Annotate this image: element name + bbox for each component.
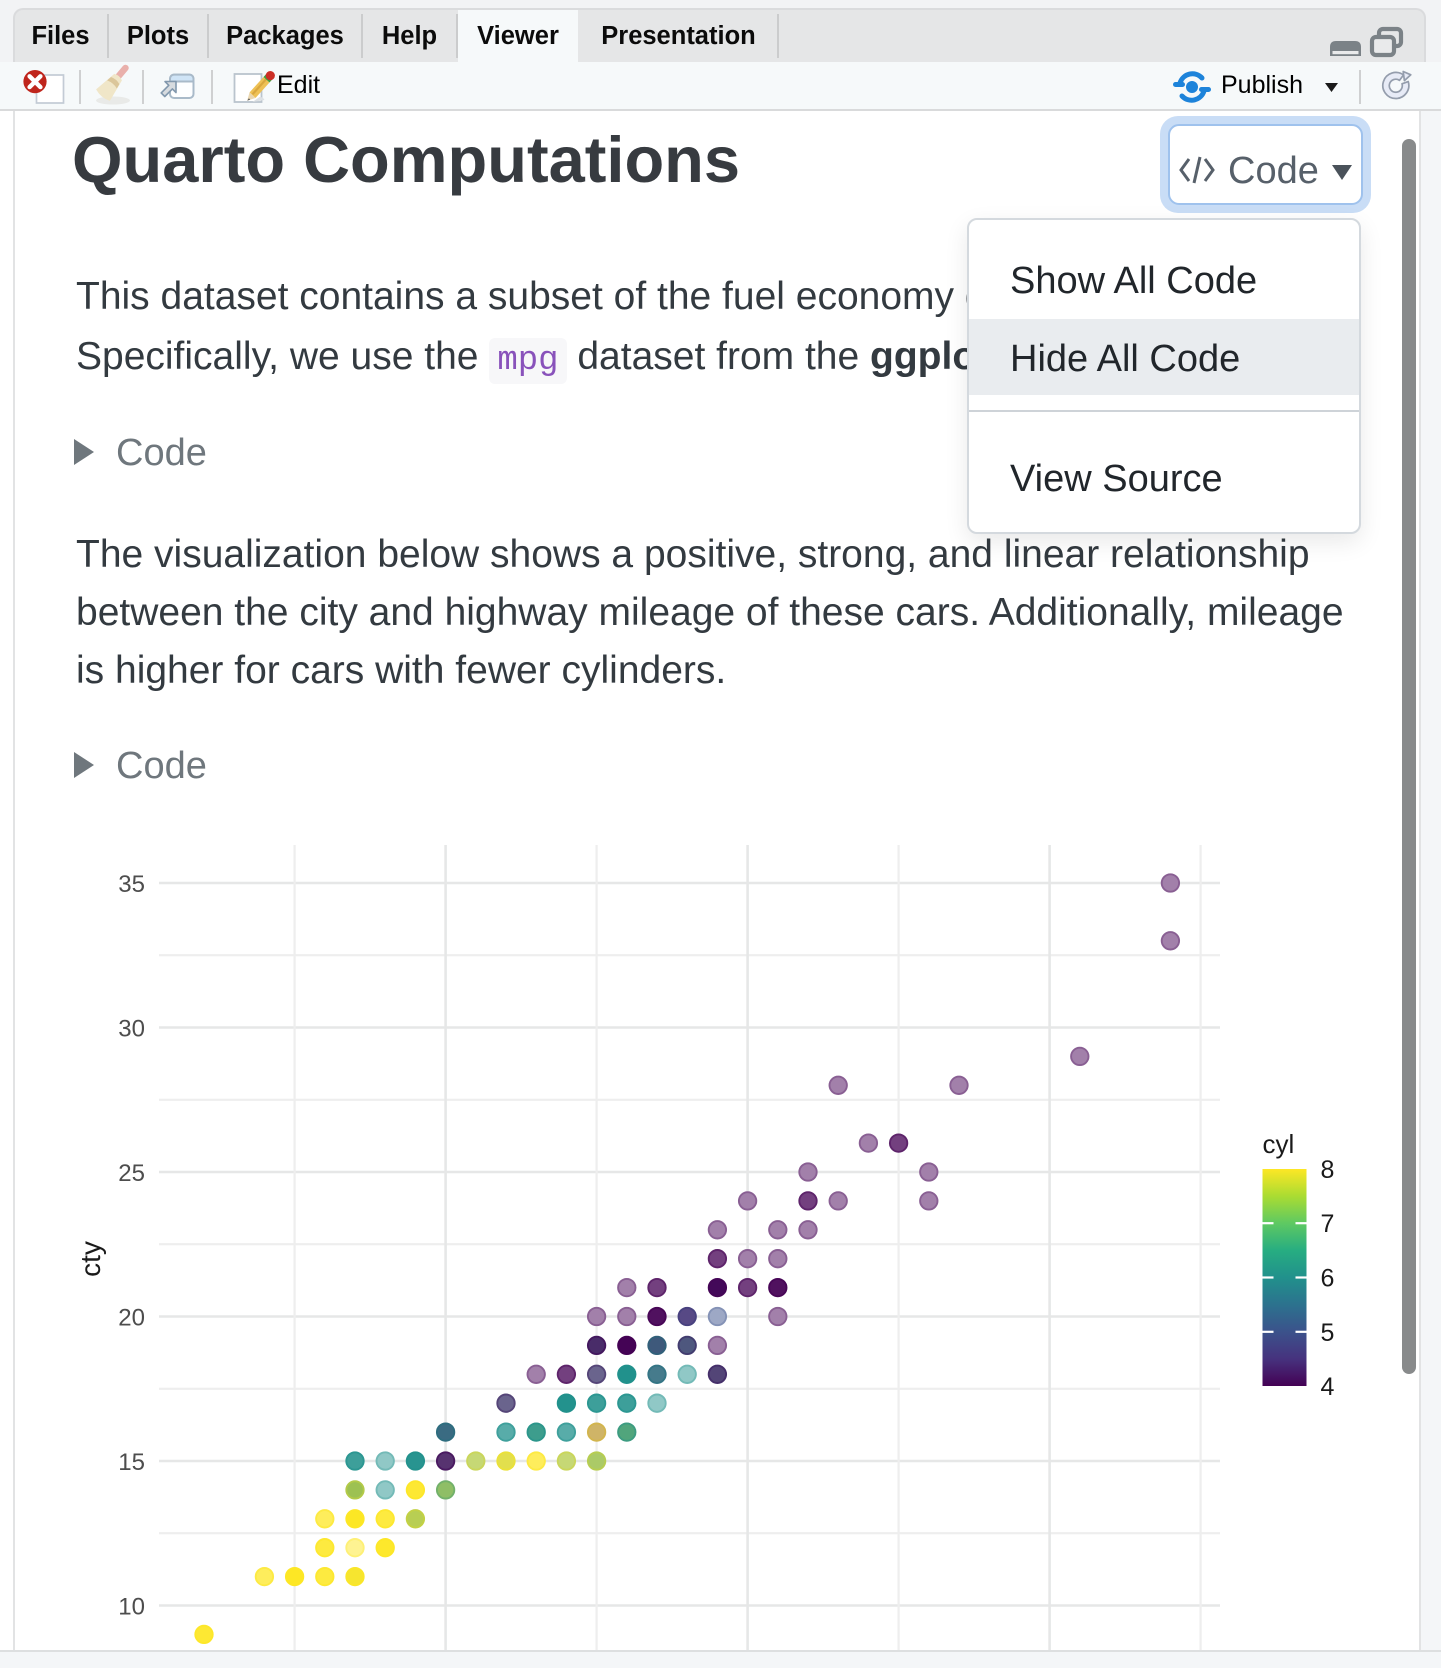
svg-text:6: 6 (1321, 1265, 1335, 1293)
svg-text:20: 20 (118, 1305, 145, 1332)
svg-text:cty: cty (75, 1241, 106, 1277)
svg-text:10: 10 (118, 1594, 145, 1621)
svg-text:5: 5 (1321, 1319, 1335, 1347)
svg-text:8: 8 (1321, 1156, 1335, 1184)
svg-text:30: 30 (118, 1016, 145, 1043)
svg-text:cyl: cyl (1263, 1129, 1295, 1159)
svg-text:35: 35 (118, 871, 145, 898)
svg-text:7: 7 (1321, 1210, 1335, 1238)
svg-text:25: 25 (118, 1160, 145, 1187)
svg-text:4: 4 (1321, 1373, 1335, 1401)
svg-text:15: 15 (118, 1449, 145, 1476)
